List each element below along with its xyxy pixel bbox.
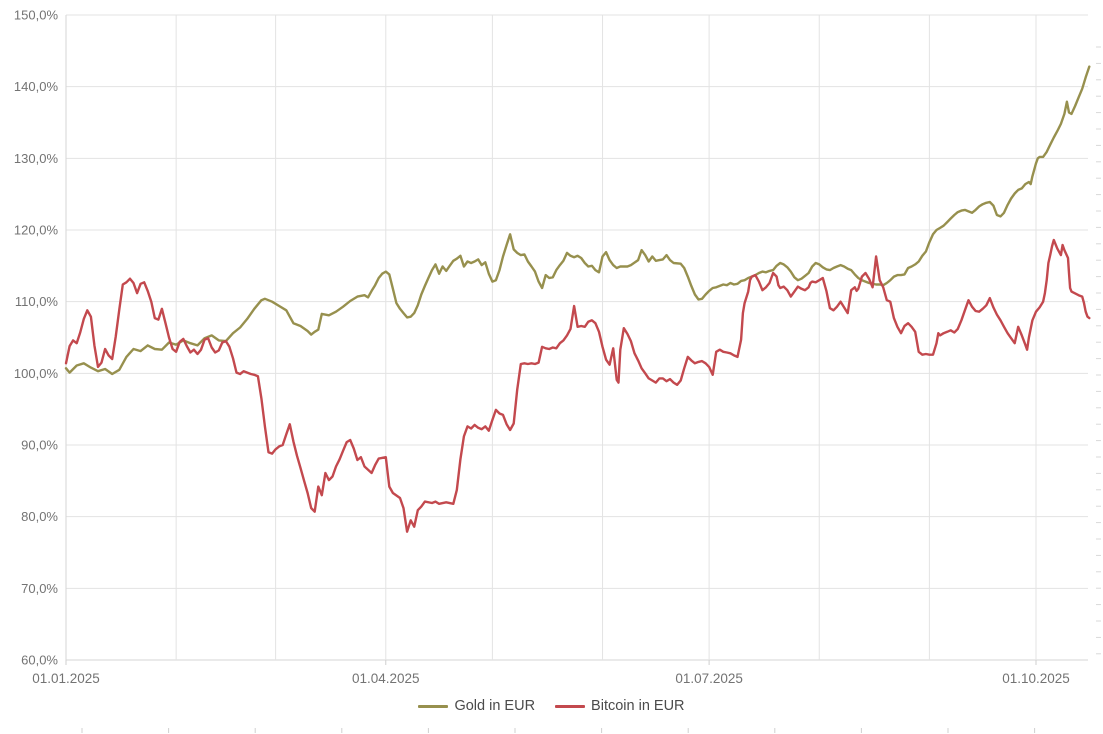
x-axis-tick-label: 01.10.2025 xyxy=(1002,671,1070,686)
legend-label-gold: Gold in EUR xyxy=(454,698,536,714)
x-axis-tick-label: 01.04.2025 xyxy=(352,671,420,686)
y-axis-tick-label: 80,0% xyxy=(21,509,58,524)
legend-label-bitcoin: Bitcoin in EUR xyxy=(591,698,685,714)
x-axis-tick-label: 01.01.2025 xyxy=(32,671,100,686)
y-axis-tick-label: 90,0% xyxy=(21,438,58,453)
bitcoin-line-swatch xyxy=(555,704,586,708)
y-axis-tick-label: 60,0% xyxy=(21,653,58,668)
series-line-bitcoin xyxy=(64,238,1091,533)
legend-item-gold[interactable]: Gold in EUR xyxy=(418,698,535,714)
x-axis-tick-label: 01.07.2025 xyxy=(675,671,743,686)
chart-legend: Gold in EUR Bitcoin in EUR xyxy=(0,698,1103,714)
gold-line-swatch xyxy=(418,704,449,708)
y-axis-tick-label: 100,0% xyxy=(14,366,59,381)
y-axis-tick-label: 140,0% xyxy=(14,79,59,94)
y-axis-tick-label: 130,0% xyxy=(14,151,59,166)
y-axis-tick-label: 150,0% xyxy=(14,8,59,23)
legend-item-bitcoin[interactable]: Bitcoin in EUR xyxy=(555,698,685,714)
y-axis-tick-label: 70,0% xyxy=(21,581,58,596)
series-line-gold xyxy=(64,65,1091,376)
y-axis-tick-label: 120,0% xyxy=(14,223,59,238)
y-axis-tick-label: 110,0% xyxy=(15,294,59,309)
